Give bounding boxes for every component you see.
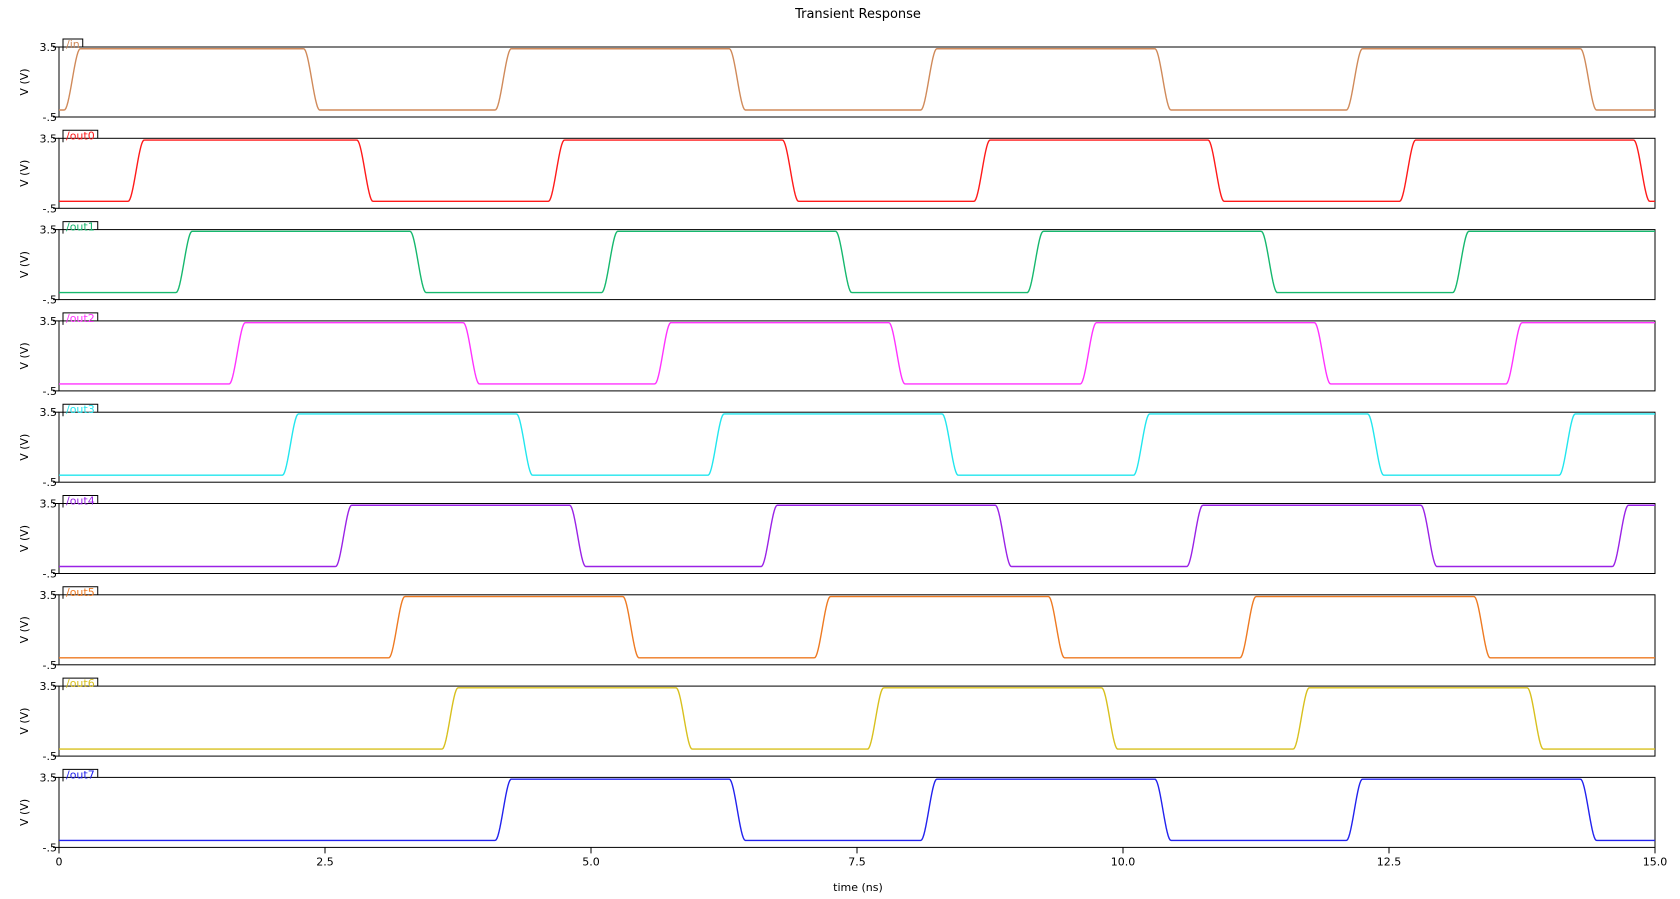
legend-out3: /out3	[62, 403, 99, 417]
y-tick-label-top: 3.5	[40, 132, 58, 145]
y-axis-label: V (V)	[18, 799, 31, 826]
panel-out2: 3.5 -.5 V (V) /out2	[18, 312, 1656, 398]
legend-box	[62, 586, 99, 599]
y-tick-label-top: 3.5	[40, 41, 58, 54]
panel-frame	[58, 776, 1656, 848]
y-tick-label-bottom: -.5	[43, 385, 57, 398]
y-tick-label-bottom: -.5	[43, 659, 57, 672]
waveform-panels: 3.5 -.5 V (V) /in 3.5 -.5 V (V) /out0 3.5 -.5 V (V…	[18, 38, 1656, 854]
panel-out3: 3.5 -.5 V (V) /out3	[18, 403, 1656, 489]
y-tick-label-top: 3.5	[40, 315, 58, 328]
panel-frame	[58, 411, 1656, 483]
x-tick-label: 15.0	[1643, 855, 1668, 868]
panel-frame	[58, 685, 1656, 757]
y-axis-label: V (V)	[18, 616, 31, 643]
legend-out1: /out1	[62, 221, 99, 234]
panel-out7: 3.5 -.5 V (V) /out7	[18, 768, 1656, 854]
legend-out6: /out6	[62, 677, 99, 691]
panel-in: 3.5 -.5 V (V) /in	[18, 38, 1656, 124]
x-tick-label: 0	[56, 855, 63, 868]
y-tick-label-bottom: -.5	[43, 750, 57, 763]
series-line-out6	[59, 687, 1655, 750]
legend-box	[62, 768, 99, 782]
legend-box	[62, 221, 99, 234]
y-axis-label: V (V)	[18, 342, 31, 369]
y-tick-label-top: 3.5	[40, 224, 58, 237]
y-tick-label-bottom: -.5	[43, 841, 57, 854]
y-tick-label-top: 3.5	[40, 589, 58, 602]
panel-frame	[58, 229, 1656, 301]
y-tick-label-bottom: -.5	[43, 202, 57, 215]
panel-out5: 3.5 -.5 V (V) /out5	[18, 586, 1656, 672]
series-line-out1	[59, 230, 1655, 294]
x-tick-label: 12.5	[1377, 855, 1402, 868]
y-tick-label-bottom: -.5	[43, 111, 57, 124]
x-tick-label: 2.5	[316, 855, 334, 868]
panel-frame	[58, 137, 1656, 209]
y-tick-label-top: 3.5	[40, 498, 58, 511]
legend-in: /in	[62, 38, 84, 51]
legend-box	[62, 312, 99, 325]
series-line-out7	[59, 778, 1655, 842]
x-tick-label: 5.0	[582, 855, 600, 868]
y-tick-label-top: 3.5	[40, 771, 58, 784]
legend-label: /out4	[66, 495, 95, 508]
panel-frame	[58, 46, 1656, 118]
chart-title: Transient Response	[794, 7, 921, 22]
panel-out0: 3.5 -.5 V (V) /out0	[18, 129, 1656, 215]
legend-label: /out7	[66, 768, 95, 781]
panel-frame	[58, 503, 1656, 574]
y-tick-label-top: 3.5	[40, 680, 58, 693]
legend-box	[62, 403, 99, 417]
legend-label: /out1	[66, 221, 95, 234]
y-tick-label-top: 3.5	[40, 406, 58, 419]
legend-label: /out3	[66, 403, 95, 416]
series-line-out4	[59, 504, 1655, 568]
panel-out4: 3.5 -.5 V (V) /out4	[18, 495, 1656, 581]
legend-box	[62, 38, 84, 51]
legend-box	[62, 129, 99, 143]
y-axis-label: V (V)	[18, 708, 31, 735]
legend-out5: /out5	[62, 586, 99, 599]
legend-label: /in	[66, 38, 80, 51]
y-tick-label-bottom: -.5	[43, 476, 57, 489]
legend-out2: /out2	[62, 312, 99, 325]
y-axis-label: V (V)	[18, 251, 31, 278]
y-axis-label: V (V)	[18, 525, 31, 552]
y-axis-label: V (V)	[18, 434, 31, 461]
legend-box	[62, 677, 99, 691]
legend-out4: /out4	[62, 495, 99, 508]
x-axis: 0 2.5 5.0 7.5 10.0 12.5 15.0	[56, 847, 1668, 868]
series-line-out0	[59, 139, 1655, 202]
x-tick-label: 7.5	[848, 855, 866, 868]
legend-out0: /out0	[62, 129, 99, 143]
y-axis-label: V (V)	[18, 160, 31, 187]
x-tick-label: 10.0	[1111, 855, 1136, 868]
legend-out7: /out7	[62, 768, 99, 782]
series-line-in	[59, 48, 1655, 111]
panel-frame	[58, 320, 1656, 392]
legend-label: /out0	[66, 129, 95, 142]
legend-label: /out2	[66, 312, 95, 325]
panel-frame	[58, 594, 1656, 666]
series-line-out5	[59, 595, 1655, 659]
panel-out1: 3.5 -.5 V (V) /out1	[18, 221, 1656, 307]
y-tick-label-bottom: -.5	[43, 294, 57, 307]
panel-out6: 3.5 -.5 V (V) /out6	[18, 677, 1656, 763]
y-tick-label-bottom: -.5	[43, 568, 57, 581]
series-line-out2	[59, 321, 1655, 385]
legend-box	[62, 495, 99, 508]
legend-label: /out6	[66, 677, 95, 690]
series-line-out3	[59, 413, 1655, 476]
legend-label: /out5	[66, 586, 95, 599]
y-axis-label: V (V)	[18, 68, 31, 95]
x-axis-label: time (ns)	[833, 881, 883, 894]
